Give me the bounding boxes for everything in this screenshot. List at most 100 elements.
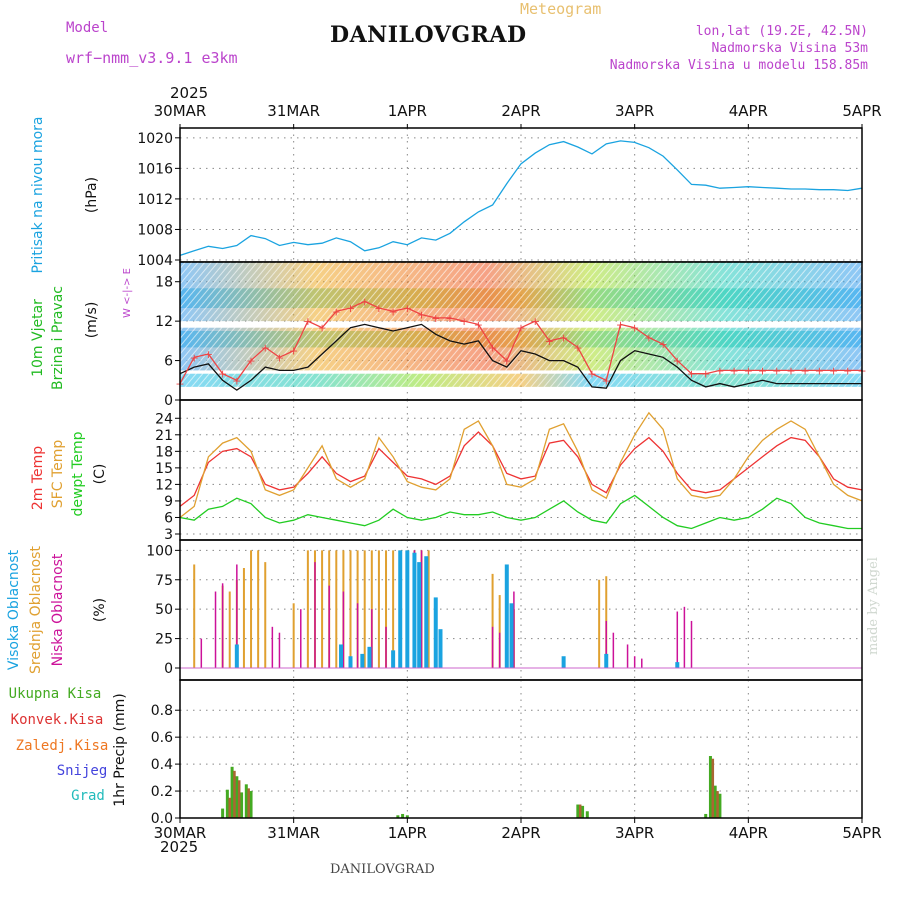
y-tick-label: 25 [155,632,173,648]
bar-srednja-oblacnost [257,550,260,668]
bar-ukupna-kisa [244,784,248,818]
y-tick-label: 1012 [137,192,173,208]
bar-niska-oblacnost [342,591,345,668]
temp-axis-label-sfc: SFC Temp [50,440,66,509]
gust-point: + [275,351,284,364]
bar-niska-oblacnost [221,583,224,668]
bar-niska-oblacnost [605,620,607,668]
precip-axis-label: 1hr Precip (mm) [112,693,128,806]
gust-point: + [204,348,213,361]
bottom-date-label: 5APR [842,824,881,842]
bar-srednja-oblacnost [264,562,267,668]
bar-ukupna-kisa [576,804,580,818]
bar-ukupna-kisa [708,756,712,818]
bar-niska-oblacnost [690,620,693,668]
gust-point: + [531,315,540,328]
cloud-axis-label-low: Niska Oblacnost [50,553,66,666]
top-date-label: 4APR [729,102,768,120]
gust-point: + [815,364,824,377]
gust-point: + [261,341,270,354]
gust-point: + [730,364,739,377]
y-tick-label: 0.6 [151,730,173,746]
bar-ukupna-kisa [249,791,253,818]
bottom-date-label: 2APR [501,824,540,842]
series-line-dewpt-temp [179,494,862,530]
bar-ukupna-kisa [240,792,244,818]
series-line-2m-temp [179,431,863,507]
bar-srednja-oblacnost [250,550,253,668]
top-date-label: 31MAR [267,102,320,120]
gust-point: + [332,305,341,318]
gust-point: + [374,302,383,315]
bar-niska-oblacnost [236,564,238,668]
y-tick-label: 0 [164,661,173,677]
gust-point: + [630,322,639,335]
bar-konvek-kisa [233,770,236,818]
bar-niska-oblacnost [314,562,316,668]
bar-visoka-oblacnost [509,603,514,668]
bar-ukupna-kisa [396,815,400,818]
series-line-sfc-temp [179,411,863,519]
y-tick-label: 0.4 [151,757,173,773]
precip-legend-item: Snijeg [57,763,108,779]
cloud-axis-label-high: Visoka Oblacnost [6,549,22,670]
bar-srednja-oblacnost [193,564,196,668]
bar-srednja-oblacnost [228,591,231,668]
pressure-axis-label: Pritisak na nivou mora [30,116,46,273]
top-date-label: 1APR [388,102,427,120]
bar-visoka-oblacnost [391,650,396,668]
gust-point: + [445,312,454,325]
gust-point: + [346,302,355,315]
bar-visoka-oblacnost [433,597,438,668]
wind-axis-label-2: Brzina i Pravac [50,286,66,390]
bar-niska-oblacnost [385,626,387,668]
bar-niska-oblacnost [641,658,643,668]
y-tick-label: 3 [164,527,173,543]
gust-point: + [673,355,682,368]
gust-point: + [232,374,241,387]
bar-visoka-oblacnost [339,644,344,668]
cloud-unit-label: (%) [92,598,108,622]
gust-point: + [801,364,810,377]
gust-point: + [715,364,724,377]
bar-srednja-oblacnost [385,550,388,668]
gust-point: + [758,364,767,377]
gust-point: + [559,332,568,345]
bar-konvek-kisa [711,758,715,818]
lonlat-text: lon,lat (19.2E, 42.5N) [695,24,868,39]
bar-srednja-oblacnost [242,568,245,668]
model-name: wrf−nmm_v3.9.1 e3km [66,49,238,67]
bar-niska-oblacnost [491,626,494,668]
y-tick-label: 0.2 [151,784,173,800]
gust-point: + [389,305,398,318]
meteogram-label: Meteogram [520,0,602,18]
wind-unit-label: (m/s) [84,302,100,339]
gust-point: + [687,368,696,381]
bar-niska-oblacnost [612,632,615,668]
bar-konvek-kisa [247,788,250,818]
y-tick-label: 1008 [137,222,173,238]
bar-ukupna-kisa [235,776,239,818]
bar-visoka-oblacnost [504,564,509,668]
gust-point: + [616,318,625,331]
bar-niska-oblacnost [328,585,330,668]
y-tick-label: 21 [155,428,173,444]
bar-srednja-oblacnost [306,550,309,668]
temp-axis-label-dewpt: dewpt Temp [70,431,86,516]
bar-niska-oblacnost [356,603,359,668]
gust-point: + [786,364,795,377]
wind-barb-hatch [180,262,862,400]
y-tick-label: 1004 [137,253,173,269]
bar-ukupna-kisa [713,785,717,818]
gust-point: + [744,364,753,377]
gust-point: + [644,332,653,345]
y-tick-label: 18 [155,275,173,291]
bar-srednja-oblacnost [392,550,395,668]
pressure-unit-label: (hPa) [84,177,100,213]
gust-point: + [460,315,469,328]
gust-point: + [246,355,255,368]
bar-ukupna-kisa [585,811,589,818]
bar-ukupna-kisa [230,766,234,818]
y-tick-label: 100 [146,543,173,559]
